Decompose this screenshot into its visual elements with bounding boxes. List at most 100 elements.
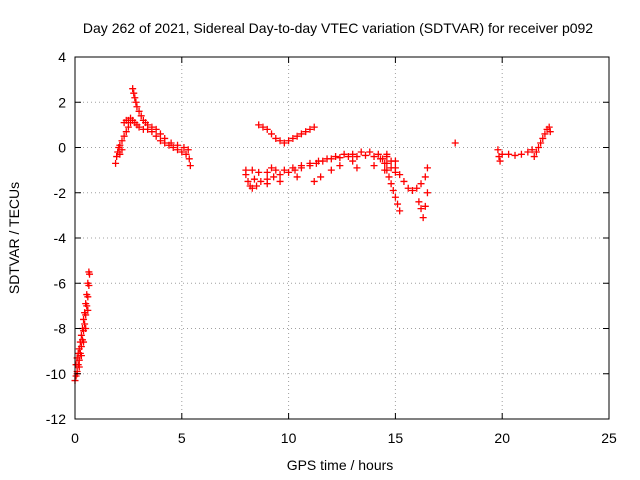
- data-point: [130, 89, 138, 97]
- data-point: [391, 164, 399, 172]
- data-point: [361, 151, 369, 159]
- data-point: [541, 130, 549, 138]
- y-tick-label: 0: [58, 140, 66, 156]
- data-point: [180, 144, 188, 151]
- data-point: [80, 315, 88, 323]
- data-point: [263, 168, 271, 176]
- series-early-steep-rise: [71, 268, 94, 385]
- y-tick-label: -10: [46, 366, 66, 382]
- data-point: [413, 184, 421, 192]
- data-point: [505, 150, 513, 158]
- data-point: [80, 338, 88, 346]
- data-point: [349, 157, 357, 165]
- data-point: [374, 150, 382, 158]
- x-tick-label: 25: [601, 430, 617, 446]
- data-point: [129, 85, 137, 93]
- data-point: [182, 150, 190, 158]
- x-tick-label: 5: [178, 430, 186, 446]
- data-point: [82, 325, 90, 332]
- data-point: [344, 153, 352, 161]
- data-point: [310, 123, 318, 131]
- x-tick-label: 15: [388, 430, 404, 446]
- data-point: [336, 162, 344, 170]
- data-point: [148, 123, 156, 131]
- data-point: [84, 279, 92, 287]
- data-point: [396, 207, 404, 215]
- data-point: [310, 177, 318, 185]
- data-point: [169, 144, 177, 151]
- data-point: [83, 291, 91, 299]
- data-point: [248, 166, 256, 174]
- data-point: [498, 150, 506, 158]
- data-point: [132, 98, 140, 106]
- data-point: [357, 148, 365, 156]
- data-point: [174, 141, 182, 149]
- data-point: [511, 151, 519, 159]
- data-point: [289, 134, 297, 142]
- data-point: [276, 177, 284, 185]
- data-point: [385, 173, 393, 181]
- data-point: [116, 150, 124, 158]
- data-point: [297, 162, 305, 170]
- data-point: [293, 173, 301, 181]
- data-point: [370, 162, 378, 170]
- data-points: [71, 85, 554, 385]
- data-point: [349, 150, 357, 158]
- data-point: [120, 132, 128, 140]
- data-point: [389, 186, 397, 194]
- data-point: [387, 157, 395, 165]
- data-point: [268, 130, 276, 138]
- data-point: [496, 157, 504, 165]
- chart-title: Day 262 of 2021, Sidereal Day-to-day VTE…: [83, 20, 593, 36]
- data-point: [152, 125, 160, 133]
- data-point: [285, 137, 293, 145]
- series-upper-arc: [255, 121, 318, 147]
- data-point: [152, 132, 160, 140]
- data-point: [546, 128, 554, 136]
- data-point: [417, 205, 425, 213]
- data-point: [257, 177, 265, 185]
- data-point: [263, 180, 271, 188]
- data-point: [332, 153, 340, 161]
- data-point: [451, 139, 459, 147]
- data-point: [302, 128, 310, 136]
- series-late-afternoon-drop: [379, 150, 431, 222]
- x-tick-label: 20: [494, 430, 510, 446]
- data-point: [530, 153, 538, 161]
- x-tick-label: 10: [281, 430, 297, 446]
- data-point: [161, 134, 169, 142]
- data-point: [400, 177, 408, 185]
- data-point: [84, 306, 92, 314]
- data-point: [156, 130, 164, 138]
- data-point: [77, 331, 85, 339]
- series-isolated-point: [451, 139, 459, 147]
- data-point: [417, 180, 425, 188]
- data-point: [387, 180, 395, 188]
- data-point: [535, 144, 543, 151]
- data-point: [532, 148, 540, 156]
- data-point: [116, 141, 124, 149]
- data-point: [285, 168, 293, 176]
- data-point: [391, 193, 399, 201]
- data-point: [75, 363, 83, 371]
- data-point: [408, 186, 416, 194]
- y-tick-label: -2: [54, 185, 67, 201]
- data-point: [272, 166, 280, 174]
- data-point: [336, 154, 344, 162]
- data-point: [127, 114, 135, 122]
- axis-ticks: 0 5 10 15 20 25 -12 -10 -8 -6 -4 -2 0 2 4: [46, 49, 617, 446]
- data-point: [185, 155, 193, 163]
- y-tick-label: -12: [46, 411, 66, 427]
- series-evening-rise: [494, 123, 554, 165]
- data-point: [381, 159, 389, 167]
- data-point: [404, 184, 412, 192]
- x-tick-label: 0: [71, 430, 79, 446]
- data-point: [250, 175, 258, 183]
- y-tick-label: -8: [54, 321, 67, 337]
- data-point: [77, 352, 85, 360]
- data-point: [276, 171, 284, 179]
- data-point: [244, 177, 252, 185]
- data-point: [137, 112, 145, 120]
- y-tick-label: -6: [54, 275, 67, 291]
- data-point: [124, 123, 132, 131]
